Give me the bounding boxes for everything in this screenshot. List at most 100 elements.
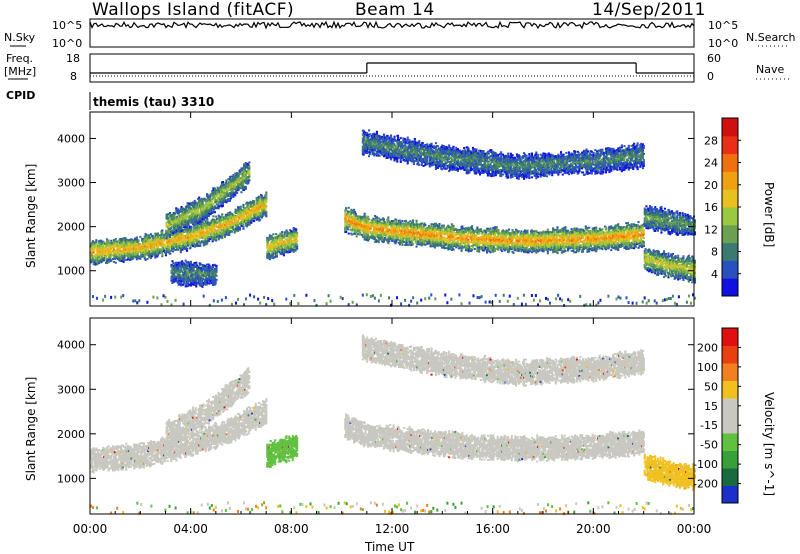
data-cell [161,253,163,255]
data-cell [448,230,450,232]
data-cell [448,236,450,238]
data-cell [265,205,267,207]
data-cell [269,234,271,236]
data-cell [169,212,171,214]
data-cell [214,231,216,233]
data-cell [293,243,295,245]
data-cell [382,229,384,231]
data-cell [247,206,249,208]
data-cell [194,266,196,268]
data-cell [219,227,221,229]
data-cell [444,237,446,239]
data-cell [183,224,185,226]
data-cell [190,261,192,263]
data-cell [215,273,217,275]
data-cell [97,247,99,249]
data-cell [109,256,111,258]
data-cell [480,230,482,232]
data-cell [248,171,250,173]
data-cell [171,280,173,282]
data-cell [213,238,215,240]
data-cell [215,224,217,226]
data-cell [187,202,189,204]
data-cell [421,222,423,224]
data-cell [186,263,188,265]
data-cell [212,264,214,266]
data-cell [357,233,359,235]
data-cell [505,236,507,238]
data-cell [292,240,294,242]
data-cell [477,243,479,245]
data-cell [164,243,166,245]
data-cell [136,246,138,248]
data-cell [512,229,514,231]
data-cell [200,285,202,287]
data-cell [232,224,234,226]
data-cell [188,224,190,226]
data-cell [251,213,253,215]
data-cell [200,232,202,234]
data-cell [209,238,211,240]
data-cell [161,233,163,235]
data-cell [248,167,250,169]
data-cell [199,237,201,239]
data-cell [361,216,363,218]
data-cell [272,257,274,259]
data-cell [278,235,280,237]
data-cell [243,177,245,179]
data-cell [120,256,122,258]
data-cell [186,248,188,250]
data-cell [459,237,461,239]
data-cell [242,226,244,228]
data-cell [389,235,391,237]
data-cell [397,239,399,241]
freq-strip-frame [90,54,694,82]
data-cell [240,171,242,173]
data-cell [231,231,233,233]
data-cell [226,191,228,193]
data-cell [180,282,182,284]
data-cell [227,218,229,220]
data-cell [206,217,208,219]
data-cell [374,237,376,239]
data-cell [208,240,210,242]
data-cell [139,248,141,250]
data-cell [519,248,521,250]
data-cell [478,251,480,253]
data-cell [258,210,260,212]
data-cell [472,247,474,249]
data-cell [401,234,403,236]
data-cell [200,281,202,283]
data-cell [240,206,242,208]
data-cell [368,238,370,240]
data-cell [171,282,173,284]
data-cell [157,236,159,238]
data-cell [166,236,168,238]
data-cell [383,225,385,227]
data-cell [191,210,193,212]
data-cell [273,245,275,247]
data-cell [443,227,445,229]
data-cell [131,238,133,240]
data-cell [226,214,228,216]
data-cell [471,225,473,227]
data-cell [203,204,205,206]
data-cell [222,181,224,183]
data-cell [424,244,426,246]
data-cell [177,264,179,266]
data-cell [169,236,171,238]
data-cell [171,274,173,276]
data-cell [522,239,524,241]
power-cells [90,129,696,307]
data-cell [356,224,358,226]
data-cell [453,225,455,227]
data-cell [247,204,249,206]
data-cell [272,233,274,235]
data-cell [490,235,492,237]
data-cell [103,259,105,261]
data-cell [516,240,518,242]
data-cell [247,182,249,184]
data-cell [370,228,372,230]
data-cell [136,258,138,260]
data-cell [374,215,376,217]
